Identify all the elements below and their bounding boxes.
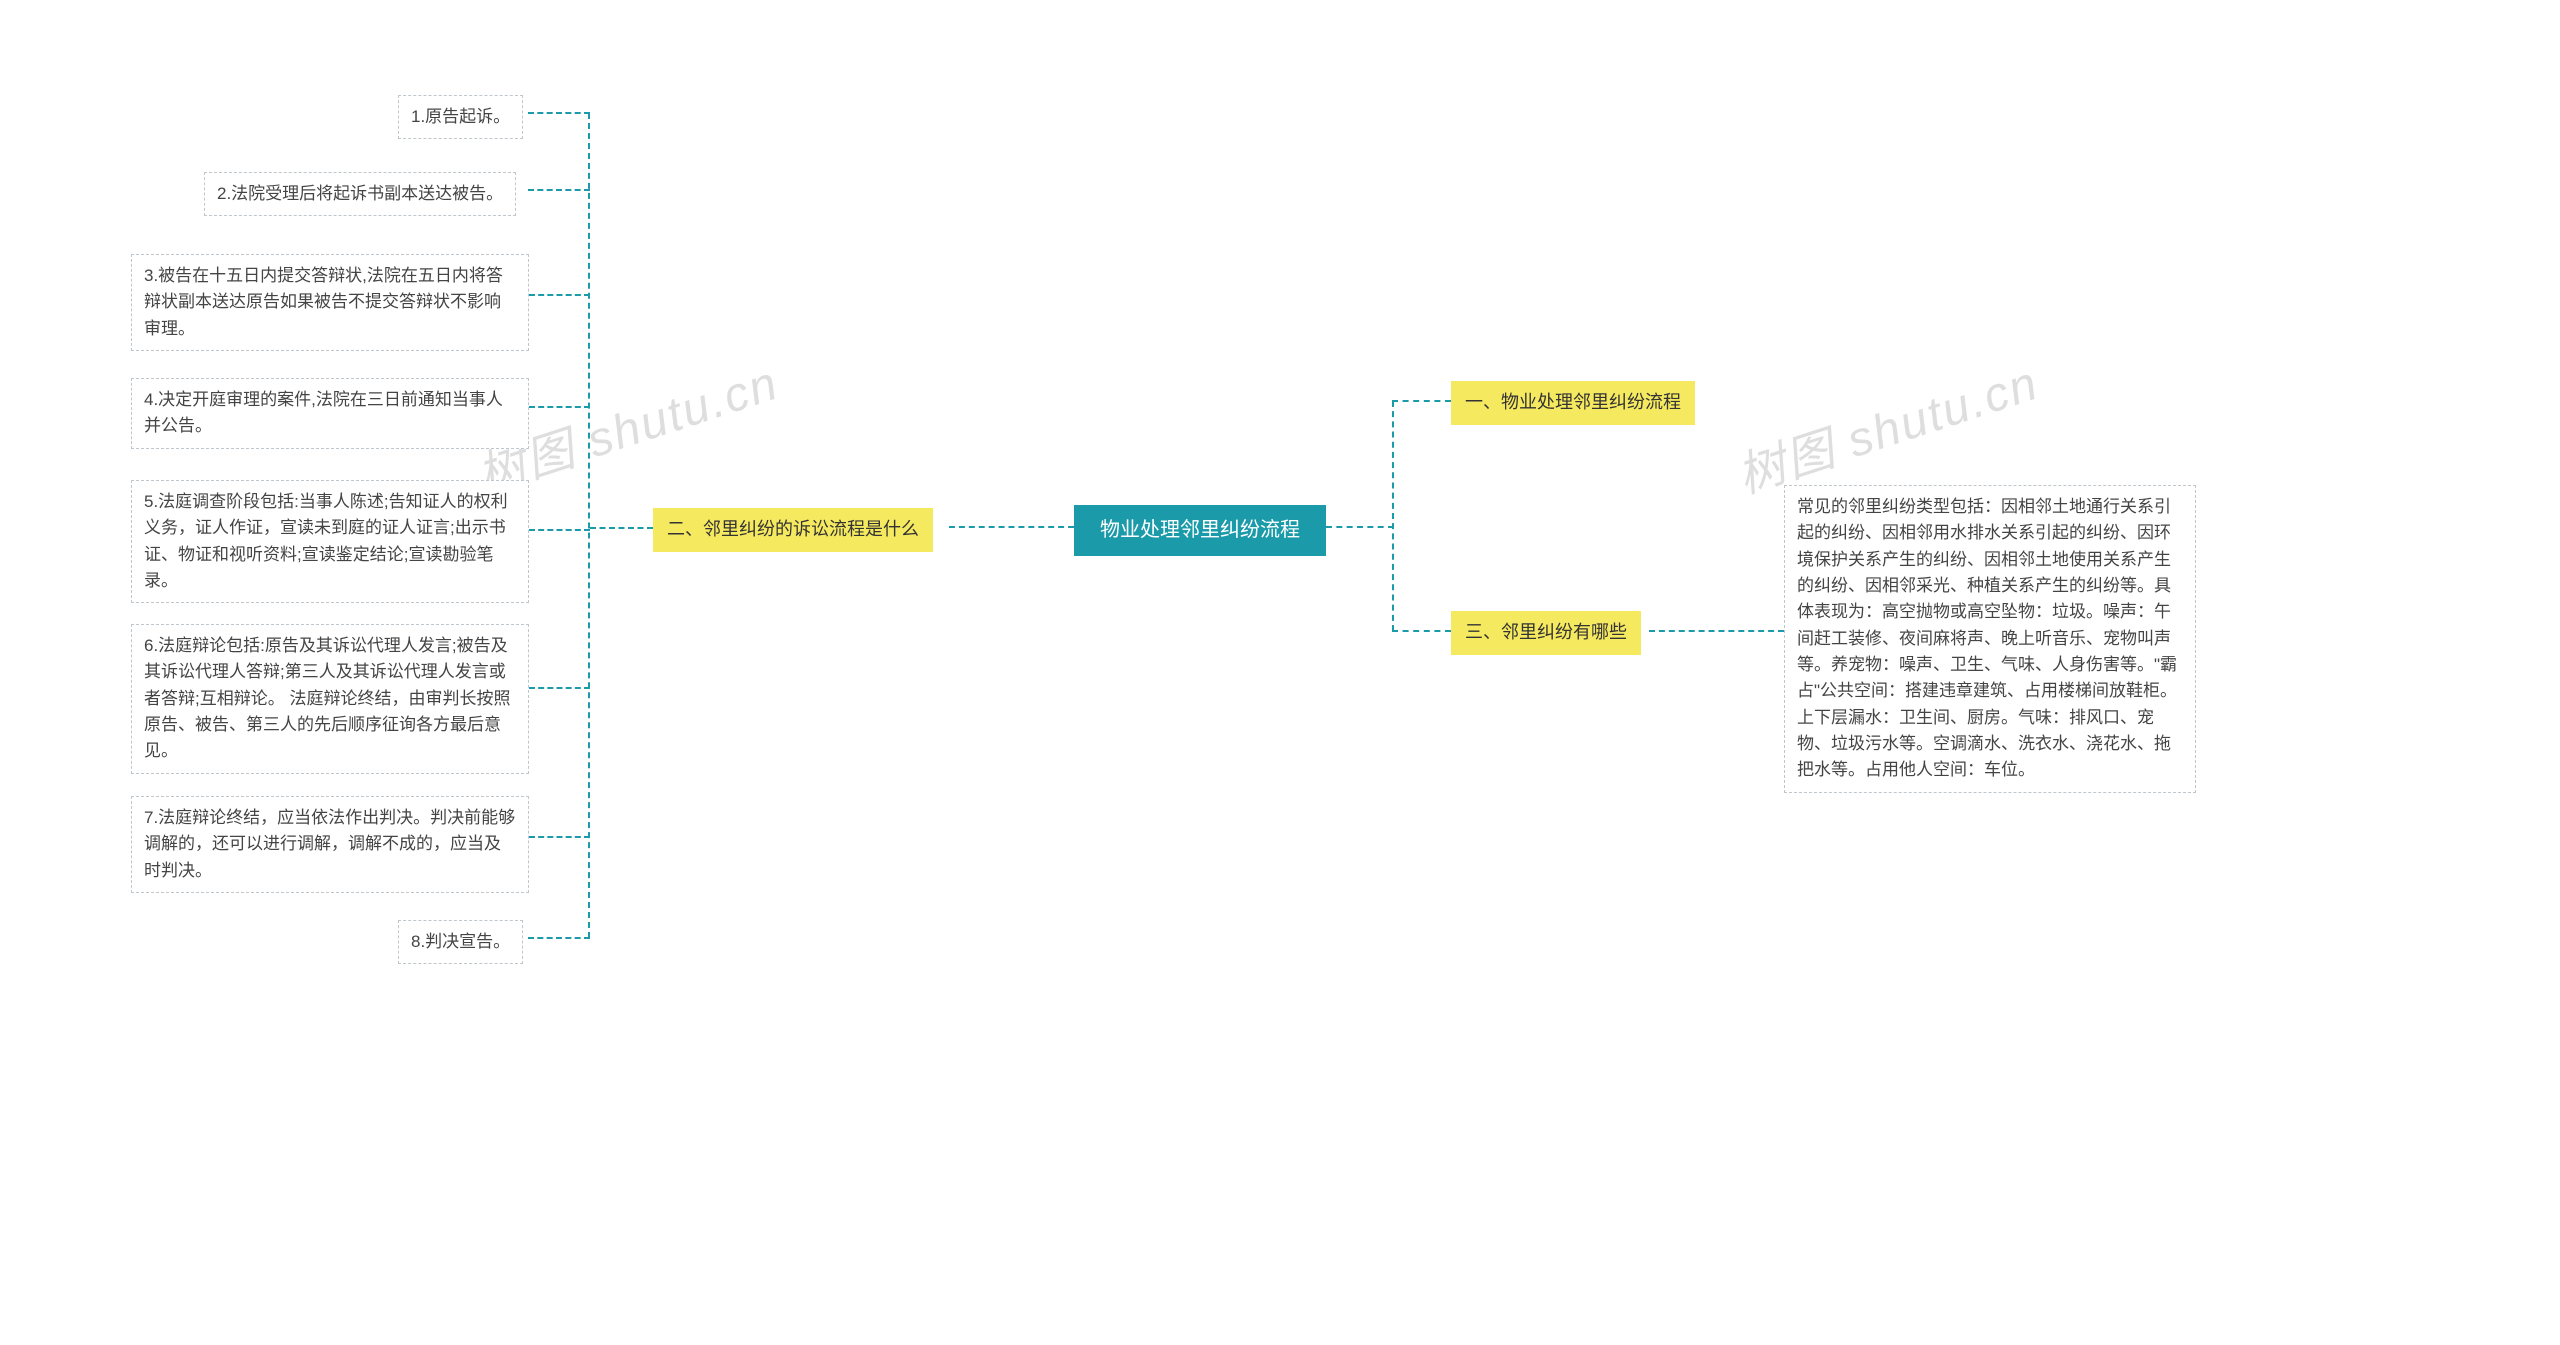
connector <box>529 687 590 689</box>
leaf-left-4: 4.决定开庭审理的案件,法院在三日前通知当事人并公告。 <box>131 378 529 449</box>
leaf-right-2-1: 常见的邻里纠纷类型包括：因相邻土地通行关系引起的纠纷、因相邻用水排水关系引起的纠… <box>1784 485 2196 793</box>
connector <box>1392 401 1394 631</box>
connector <box>528 937 590 939</box>
connector <box>529 406 590 408</box>
connector <box>1392 630 1451 632</box>
connector <box>590 527 653 529</box>
leaf-left-3: 3.被告在十五日内提交答辩状,法院在五日内将答辩状副本送达原告如果被告不提交答辩… <box>131 254 529 351</box>
connector <box>529 836 590 838</box>
connector <box>1326 526 1394 528</box>
connector <box>949 526 1074 528</box>
connector <box>588 113 590 938</box>
connector <box>528 112 590 114</box>
branch-left-1: 二、邻里纠纷的诉讼流程是什么 <box>653 508 933 552</box>
connector <box>529 529 590 531</box>
watermark: 树图 shutu.cn <box>1727 343 2046 506</box>
branch-right-2: 三、邻里纠纷有哪些 <box>1451 611 1641 655</box>
leaf-left-8: 8.判决宣告。 <box>398 920 523 964</box>
leaf-left-5: 5.法庭调查阶段包括:当事人陈述;告知证人的权利义务，证人作证，宣读未到庭的证人… <box>131 480 529 603</box>
root-node: 物业处理邻里纠纷流程 <box>1074 505 1326 556</box>
leaf-left-6: 6.法庭辩论包括:原告及其诉讼代理人发言;被告及其诉讼代理人答辩;第三人及其诉讼… <box>131 624 529 774</box>
connector <box>528 189 590 191</box>
leaf-left-1: 1.原告起诉。 <box>398 95 523 139</box>
leaf-left-2: 2.法院受理后将起诉书副本送达被告。 <box>204 172 516 216</box>
connector <box>1649 630 1784 632</box>
branch-right-1: 一、物业处理邻里纠纷流程 <box>1451 381 1695 425</box>
leaf-left-7: 7.法庭辩论终结，应当依法作出判决。判决前能够调解的，还可以进行调解，调解不成的… <box>131 796 529 893</box>
connector <box>529 294 590 296</box>
connector <box>1392 400 1451 402</box>
